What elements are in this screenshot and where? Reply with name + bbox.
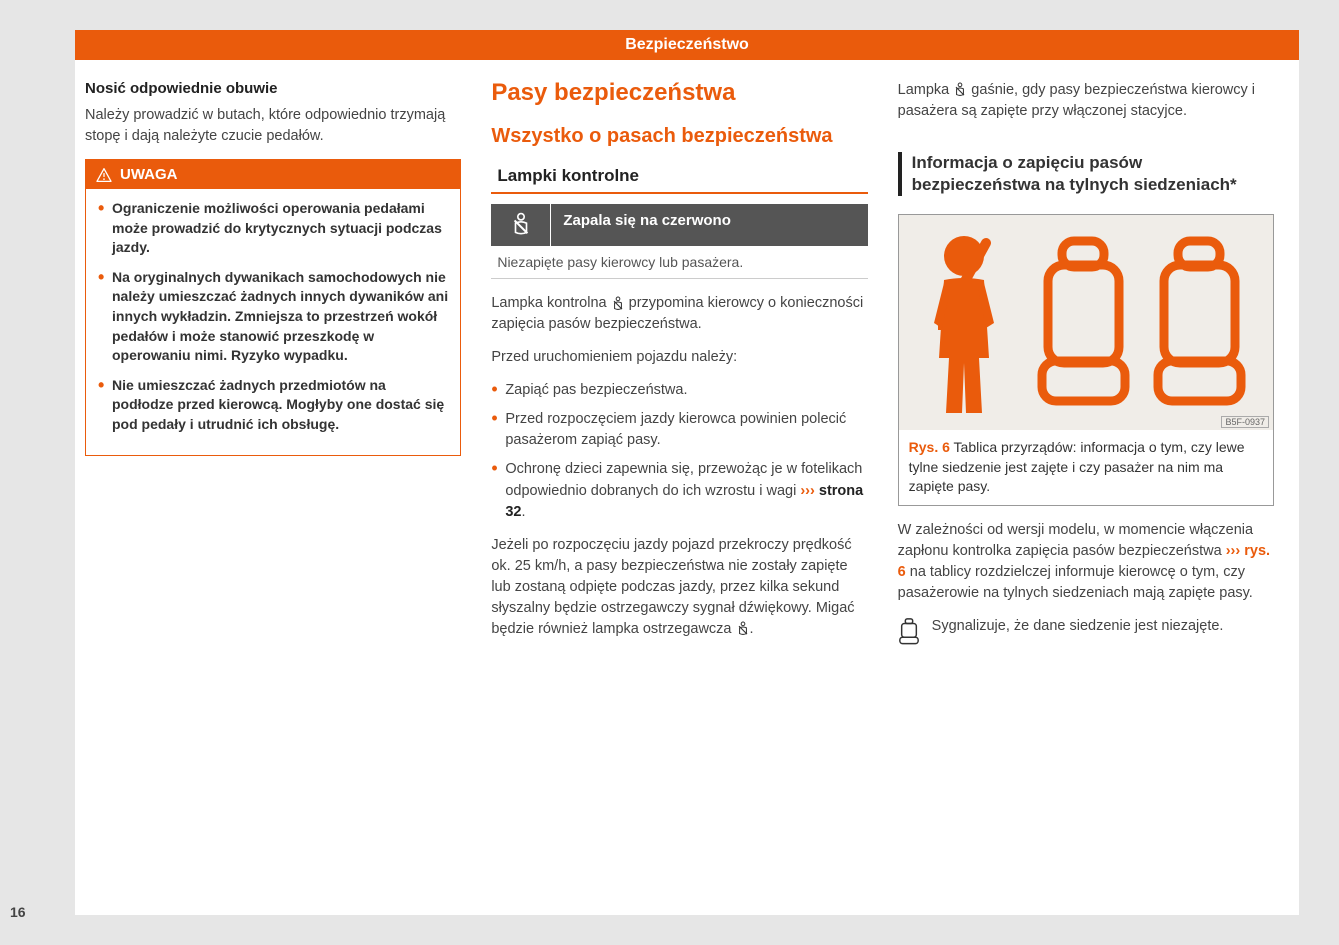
bullet-item: Zapiąć pas bezpieczeństwa. (491, 380, 867, 401)
seatbelt-icon (510, 212, 532, 238)
bullet-item: Ochronę dzieci zapewnia się, przewożąc j… (491, 459, 867, 522)
warning-body: Ograniczenie możliwości operowania pedał… (86, 189, 460, 455)
body-paragraph: Jeżeli po rozpoczęciu jazdy pojazd przek… (491, 535, 867, 640)
seatbelt-icon (611, 296, 625, 312)
text-fragment: . (521, 504, 525, 520)
indicator-row: Zapala się na czerwono (491, 204, 867, 246)
warning-triangle-icon (96, 168, 112, 182)
seat-outline-icon (898, 618, 920, 646)
seat-note-text: Sygnalizuje, że dane siedzenie jest niez… (932, 616, 1224, 637)
indicator-table: Zapala się na czerwono Niezapięte pasy k… (491, 204, 867, 279)
person-seatbelt-icon (924, 228, 1014, 418)
seatbelt-icon (953, 82, 967, 98)
body-paragraph: W zależności od wersji modelu, w momenci… (898, 520, 1274, 604)
section-title: Wszystko o pasach bezpieczeństwa (491, 124, 867, 148)
page-number: 16 (10, 904, 26, 920)
figure-illustration: B5F-0937 (899, 215, 1273, 430)
text-fragment: Jeżeli po rozpoczęciu jazdy pojazd przek… (491, 537, 854, 637)
chapter-header: Bezpieczeństwo (75, 30, 1299, 60)
figure-caption-text: Tablica przyrządów: informacja o tym, cz… (909, 439, 1245, 494)
column-2: Pasy bezpieczeństwa Wszystko o pasach be… (491, 80, 867, 652)
page: Bezpieczeństwo Nosić odpowiednie obuwie … (0, 0, 1339, 945)
indicator-icon-cell (491, 204, 551, 246)
warning-item: Nie umieszczać żadnych przedmiotów na po… (98, 376, 448, 435)
column-1: Nosić odpowiednie obuwie Należy prowadzi… (85, 80, 461, 652)
divider (491, 192, 867, 194)
body-paragraph: Przed uruchomieniem pojazdu należy: (491, 347, 867, 368)
chapter-title: Pasy bezpieczeństwa (491, 80, 867, 106)
figure-label: Rys. 6 (909, 439, 950, 455)
warning-header: UWAGA (86, 160, 460, 189)
body-paragraph: Lampka kontrolna przypomina kierowcy o k… (491, 293, 867, 335)
body-paragraph: Lampka gaśnie, gdy pasy bezpieczeństwa k… (898, 80, 1274, 122)
warning-item: Na oryginalnych dywanikach samochodowych… (98, 268, 448, 366)
content-area: Bezpieczeństwo Nosić odpowiednie obuwie … (75, 30, 1299, 915)
seat-outline-icon (1036, 235, 1131, 410)
text-fragment: Lampka kontrolna (491, 295, 610, 311)
indicator-label: Zapala się na czerwono (551, 204, 867, 246)
text-fragment: na tablicy rozdzielczej informuje kierow… (898, 564, 1253, 601)
subsection-title: Lampki kontrolne (491, 166, 867, 186)
column-3: Lampka gaśnie, gdy pasy bezpieczeństwa k… (898, 80, 1274, 652)
warning-title: UWAGA (120, 166, 178, 183)
warning-box: UWAGA Ograniczenie możliwości operowania… (85, 159, 461, 456)
seat-outline-icon (1152, 235, 1247, 410)
bullet-list: Zapiąć pas bezpieczeństwa. Przed rozpocz… (491, 380, 867, 522)
section-heading: Nosić odpowiednie obuwie (85, 80, 461, 97)
bullet-item: Przed rozpoczęciem jazdy kierowca powini… (491, 409, 867, 451)
figure-caption: Rys. 6 Tablica przyrządów: informacja o … (899, 430, 1273, 505)
subsection-title: Informacja o zapięciu pasów bezpieczeńst… (898, 152, 1274, 196)
text-fragment: . (750, 621, 754, 637)
seatbelt-icon (736, 621, 750, 637)
body-paragraph: Należy prowadzić w butach, które odpowie… (85, 105, 461, 147)
columns: Nosić odpowiednie obuwie Należy prowadzi… (75, 60, 1299, 662)
text-fragment: Lampka (898, 82, 954, 98)
figure-code: B5F-0937 (1221, 416, 1269, 428)
seat-note-row: Sygnalizuje, że dane siedzenie jest niez… (898, 616, 1274, 646)
warning-item: Ograniczenie możliwości operowania pedał… (98, 199, 448, 258)
indicator-description: Niezapięte pasy kierowcy lub pasażera. (491, 246, 867, 279)
figure: B5F-0937 Rys. 6 Tablica przyrządów: info… (898, 214, 1274, 506)
text-fragment: W zależności od wersji modelu, w momenci… (898, 522, 1253, 559)
